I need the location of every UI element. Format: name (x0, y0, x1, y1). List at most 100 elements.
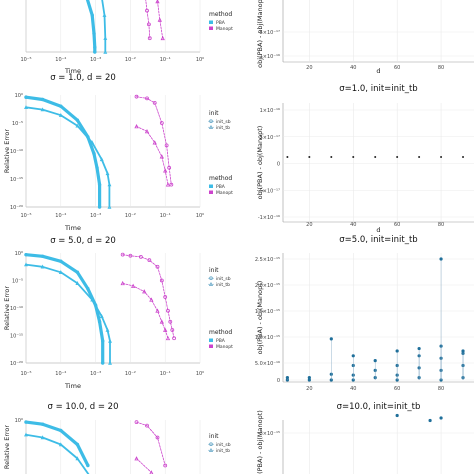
left-3-legend-entry: init_tb (216, 282, 230, 288)
left-3-point (108, 360, 112, 365)
left-2-y-tick: 10⁻¹⁵ (10, 177, 23, 183)
left-4-series-line (24, 420, 90, 468)
right-2-x-tick: 60 (394, 222, 400, 228)
right-2-y-tick: 1×10⁻¹⁶ (260, 108, 280, 114)
left-2-point (159, 154, 164, 159)
right-3-point (329, 337, 333, 341)
left-1-point (92, 31, 96, 36)
left-3-point (40, 264, 45, 269)
left-3-point (155, 308, 160, 313)
left-3-series-line (24, 253, 105, 365)
left-3-point (75, 281, 80, 285)
right-2-point (352, 156, 355, 158)
left-2-y-tick: 10⁻¹⁰ (10, 149, 23, 155)
left-3-point (86, 287, 90, 291)
left-2-point (163, 168, 168, 173)
left-3-series-line (25, 263, 111, 364)
left-3-x-tick: 10⁻⁵ (20, 371, 31, 377)
right-3-point (307, 375, 311, 380)
left-3-point (120, 280, 125, 286)
left-2-point (92, 152, 96, 156)
right-3-y-tick: 2.5×10⁻¹⁵ (255, 257, 280, 263)
left-2-series-line (24, 95, 102, 209)
right-1-x-tick: 60 (394, 65, 400, 71)
left-3-point (159, 319, 164, 324)
left-2-point (152, 140, 157, 145)
left-2-x-tick: 10⁻² (125, 213, 136, 219)
right-3-y-tick: 1.0×10⁻¹⁵ (255, 335, 280, 341)
right-2-x-tick: 20 (306, 222, 312, 228)
left-1-legend-title: method (209, 11, 232, 18)
right-3-point (373, 359, 377, 363)
left-3-point (155, 264, 160, 269)
left-3-point (97, 320, 102, 324)
right-1-x-tick: 40 (350, 65, 356, 71)
left-3-x-tick: 10⁻¹ (160, 371, 171, 377)
left-4-point (155, 435, 160, 440)
right-2-point (440, 156, 443, 158)
left-2-point (58, 112, 63, 117)
left-2-series-line (136, 126, 169, 185)
right-3-y-tick: 1.5×10⁻¹⁵ (255, 309, 280, 315)
right-3-y-label: obj(PBA) - obj(Manopt) (256, 281, 264, 355)
left-3-y-tick: 10⁻¹⁵ (10, 334, 23, 340)
left-2-point (134, 123, 139, 129)
left-1-point (93, 45, 97, 50)
left-2-point (24, 105, 28, 110)
left-2-point (159, 121, 164, 125)
left-1-series-line (101, 0, 107, 53)
right-3-point (417, 346, 421, 351)
right-2-point (308, 156, 311, 158)
left-3-point (40, 254, 45, 258)
left-4-point (163, 463, 168, 468)
left-1-point (160, 35, 165, 41)
right-2-x-label: d (376, 226, 380, 234)
left-1-legend-swatch (209, 26, 213, 30)
left-3-x-tick: 10⁰ (196, 371, 204, 377)
left-2-point (75, 123, 80, 128)
left-3-legend-entry: Manopt (216, 344, 233, 350)
left-4-legend-title: init (209, 433, 219, 440)
left-2-legend-entry: init_sb (216, 119, 231, 125)
right-2-point (286, 156, 289, 158)
left-2-series-line (25, 106, 111, 208)
left-4-point (145, 423, 149, 428)
left-2-x-tick: 10⁻¹ (160, 213, 171, 219)
right-2-point (396, 156, 399, 158)
left-3-point (163, 327, 168, 332)
left-3-point (24, 252, 28, 257)
left-3-title: σ = 5.0, d = 20 (50, 236, 116, 246)
left-2-y-tick: 10⁻⁵ (12, 121, 23, 127)
right-4-point (395, 413, 399, 418)
left-3-x-tick: 10⁻⁴ (55, 371, 66, 377)
right-3-point (461, 349, 465, 353)
left-3-point (138, 254, 143, 259)
right-3-point (351, 354, 355, 358)
left-1-point (93, 50, 97, 54)
left-3-point (58, 270, 63, 274)
right-3-y-tick: 0 (277, 378, 280, 384)
left-3-legend-title: init (209, 267, 219, 274)
left-3-point (131, 283, 136, 288)
left-1-legend-entry: Manopt (216, 26, 233, 32)
left-1-point (157, 17, 162, 22)
left-1-series-line (145, 0, 151, 39)
right-3-y-tick: 5.0×10⁻¹⁶ (255, 361, 280, 367)
left-2-point (169, 182, 174, 187)
left-3-x-label: Time (64, 382, 81, 390)
right-3-x-tick: 60 (394, 386, 400, 392)
left-1-x-tick: 10⁻⁵ (20, 57, 31, 63)
right-4-point (428, 418, 432, 423)
left-3-y-tick: 10⁻¹⁰ (10, 306, 23, 312)
right-4-y-tick: 3×10⁻¹⁵ (260, 431, 280, 437)
right-2-x-tick: 80 (438, 222, 444, 228)
left-2-legend-entry: PBA (216, 184, 226, 190)
left-3-legend-entry: init_sb (216, 276, 231, 282)
left-3-point (170, 328, 175, 332)
right-2-point (374, 156, 377, 158)
left-3-point (101, 361, 105, 365)
left-3-y-label: Relative Error (3, 286, 11, 330)
left-2-x-tick: 10⁻⁵ (20, 213, 31, 219)
left-3-point (142, 289, 147, 294)
right-1-y-tick: -1×10⁻¹⁶ (258, 54, 280, 60)
